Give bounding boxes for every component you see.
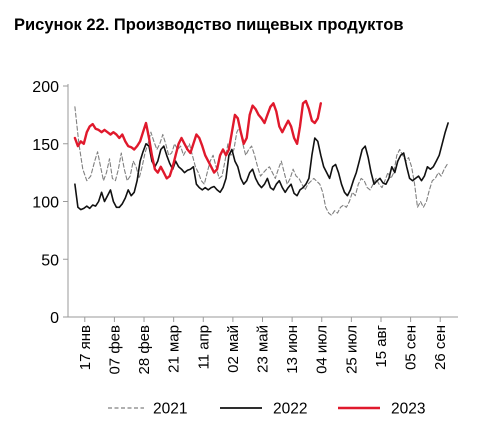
x-tick-label: 13 июн — [284, 325, 301, 374]
x-tick-label: 17 янв — [77, 325, 94, 370]
x-tick-label: 11 апр — [195, 325, 212, 370]
x-tick-label: 02 май — [225, 325, 242, 373]
y-tick-label: 50 — [41, 252, 59, 269]
series-line-2021 — [74, 106, 448, 216]
x-tick-label: 07 фев — [106, 325, 123, 375]
legend-label-2023: 2023 — [391, 401, 425, 418]
x-tick-label: 26 сен — [432, 325, 449, 370]
series-line-2023 — [73, 99, 322, 180]
x-tick-label: 04 июл — [314, 325, 331, 374]
legend-label-2022: 2022 — [273, 401, 307, 418]
series-layer — [73, 99, 449, 216]
series-line-2022 — [74, 122, 449, 211]
legend-label-2021: 2021 — [153, 401, 187, 418]
chart-title: Рисунок 22. Производство пищевых продукт… — [14, 16, 404, 34]
y-tick-label: 150 — [32, 137, 59, 154]
x-tick-label: 28 фев — [136, 325, 153, 375]
y-ticks: 0 50 100 150 200 — [32, 79, 68, 327]
x-tick-label: 05 сен — [403, 325, 420, 370]
y-tick-label: 200 — [32, 79, 59, 96]
x-tick-label: 25 июл — [343, 325, 360, 374]
x-tick-label: 21 мар — [166, 325, 183, 373]
y-tick-label: 100 — [32, 195, 59, 212]
y-tick-label: 0 — [50, 310, 59, 327]
x-tick-label: 23 май — [255, 325, 272, 373]
x-ticks: 17 янв 07 фев 28 фев 21 мар 11 апр 02 май 23 м… — [77, 317, 449, 375]
x-tick-label: 15 авг — [373, 324, 390, 367]
legend: 2021 2022 2023 — [108, 401, 425, 418]
